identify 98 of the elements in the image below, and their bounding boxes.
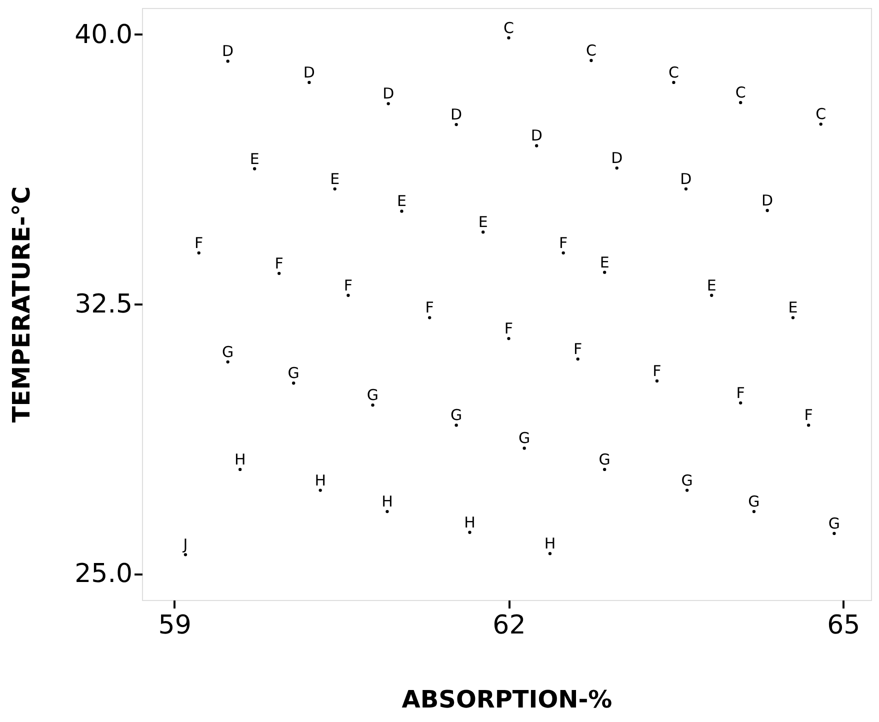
point — [739, 401, 742, 404]
text: D — [611, 149, 623, 168]
point — [710, 294, 714, 297]
point — [318, 488, 322, 492]
text: G — [222, 342, 234, 361]
point — [454, 424, 458, 427]
text: C — [503, 18, 514, 37]
point — [346, 294, 350, 297]
point — [482, 230, 485, 234]
point — [603, 270, 606, 274]
text: E — [330, 170, 340, 188]
text: E — [706, 276, 716, 294]
point — [590, 58, 593, 62]
point — [576, 357, 580, 361]
series-label: E — [600, 253, 610, 272]
point — [292, 382, 296, 385]
series-label: C — [586, 42, 596, 60]
point — [562, 251, 565, 255]
point — [522, 446, 526, 450]
point — [253, 167, 256, 170]
text: F — [425, 298, 434, 317]
text: F — [559, 234, 568, 252]
text: F — [194, 234, 204, 252]
point — [226, 360, 230, 364]
text: F — [504, 320, 514, 338]
text: D — [530, 126, 542, 145]
point — [184, 553, 188, 556]
point — [615, 166, 618, 170]
text: E — [250, 150, 260, 168]
y-tick-label: 40.0 — [74, 20, 132, 50]
text: E — [788, 298, 798, 317]
point — [806, 424, 810, 427]
text: G — [828, 514, 840, 532]
text: D — [222, 42, 234, 60]
text: E — [478, 213, 488, 232]
point — [454, 122, 458, 126]
point — [507, 336, 510, 340]
text: F — [344, 276, 353, 294]
point — [400, 210, 404, 213]
text: G — [598, 450, 610, 468]
x-tick-label: 59 — [158, 610, 192, 640]
point — [371, 403, 374, 407]
series-label: F — [804, 406, 813, 424]
point — [548, 552, 552, 556]
x-tick-label: 62 — [492, 610, 526, 640]
text: C — [668, 63, 679, 82]
text: D — [680, 170, 692, 188]
y-tick-label: 32.5 — [74, 290, 132, 320]
text: H — [544, 534, 556, 553]
text: G — [748, 492, 760, 511]
text: E — [396, 192, 406, 210]
x-axis-title: ABSORPTION-% — [402, 686, 612, 714]
point — [428, 316, 432, 320]
text: F — [736, 384, 745, 402]
y-tick-label: 25.0 — [74, 559, 132, 590]
text: D — [762, 191, 774, 210]
point — [468, 530, 472, 534]
point — [685, 488, 689, 492]
text: D — [303, 63, 315, 82]
point — [766, 208, 769, 212]
text: F — [652, 362, 662, 380]
series-label: J — [182, 536, 188, 554]
point — [386, 102, 390, 106]
point — [603, 468, 606, 472]
point — [507, 36, 510, 40]
series-label: G — [288, 364, 300, 382]
text: D — [450, 106, 462, 124]
point — [226, 60, 230, 63]
point — [672, 80, 676, 84]
point — [752, 510, 756, 514]
point — [832, 532, 836, 536]
point — [791, 316, 795, 320]
series-label: H — [234, 450, 246, 468]
point — [333, 187, 336, 190]
point — [386, 510, 389, 514]
text: C — [735, 84, 746, 102]
point — [278, 272, 281, 276]
point — [684, 187, 688, 190]
point — [739, 101, 742, 104]
text: H — [464, 513, 476, 532]
x-tick-label: 65 — [827, 610, 860, 640]
point — [238, 468, 242, 472]
series-label: D — [382, 84, 394, 103]
y-axis-title: TEMPERATURE-°C — [8, 186, 36, 423]
text: F — [574, 340, 582, 358]
point — [308, 80, 311, 84]
point — [819, 122, 822, 126]
text: H — [314, 471, 326, 490]
text: H — [382, 492, 393, 511]
point — [535, 144, 538, 148]
text: G — [518, 429, 530, 448]
text: G — [450, 406, 462, 424]
text: G — [681, 471, 693, 490]
point — [197, 251, 200, 255]
text: G — [366, 386, 379, 404]
point — [655, 379, 659, 383]
text: F — [274, 254, 284, 272]
text: C — [816, 105, 826, 124]
